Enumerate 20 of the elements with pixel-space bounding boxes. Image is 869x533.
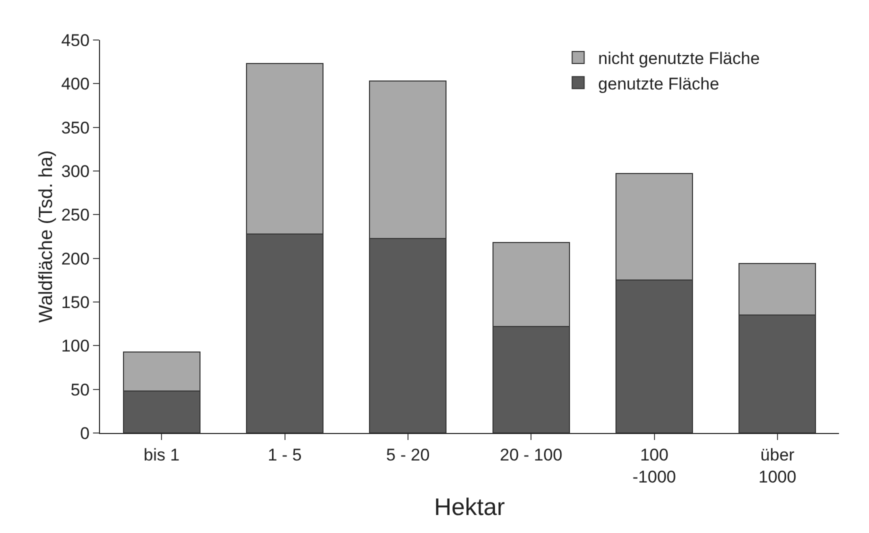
legend-label: genutzte Fläche xyxy=(598,74,720,94)
y-tick-label: 350 xyxy=(61,118,90,138)
y-axis-title: Waldfläche (Tsd. ha) xyxy=(36,150,57,323)
x-tick-label: 100 -1000 xyxy=(632,445,676,486)
x-tick-label: über 1000 xyxy=(758,445,796,486)
y-tick-label: 200 xyxy=(61,249,90,268)
y-tick-label: 300 xyxy=(61,162,90,181)
x-tick-label: 1 - 5 xyxy=(268,445,302,464)
x-tick-label: 20 - 100 xyxy=(500,445,562,464)
y-tick-label: 400 xyxy=(61,74,90,94)
legend-label: nicht genutzte Fläche xyxy=(598,49,760,68)
x-axis-title: Hektar xyxy=(434,494,505,521)
y-tick-label: 100 xyxy=(61,336,90,356)
y-tick-label: 450 xyxy=(61,30,90,50)
x-tick-label: 5 - 20 xyxy=(386,445,430,464)
y-tick-label: 150 xyxy=(61,292,90,312)
y-tick-label: 0 xyxy=(80,424,90,443)
y-tick-label: 250 xyxy=(61,206,90,225)
y-tick-label: 50 xyxy=(70,380,90,400)
x-tick-label: bis 1 xyxy=(144,445,180,464)
